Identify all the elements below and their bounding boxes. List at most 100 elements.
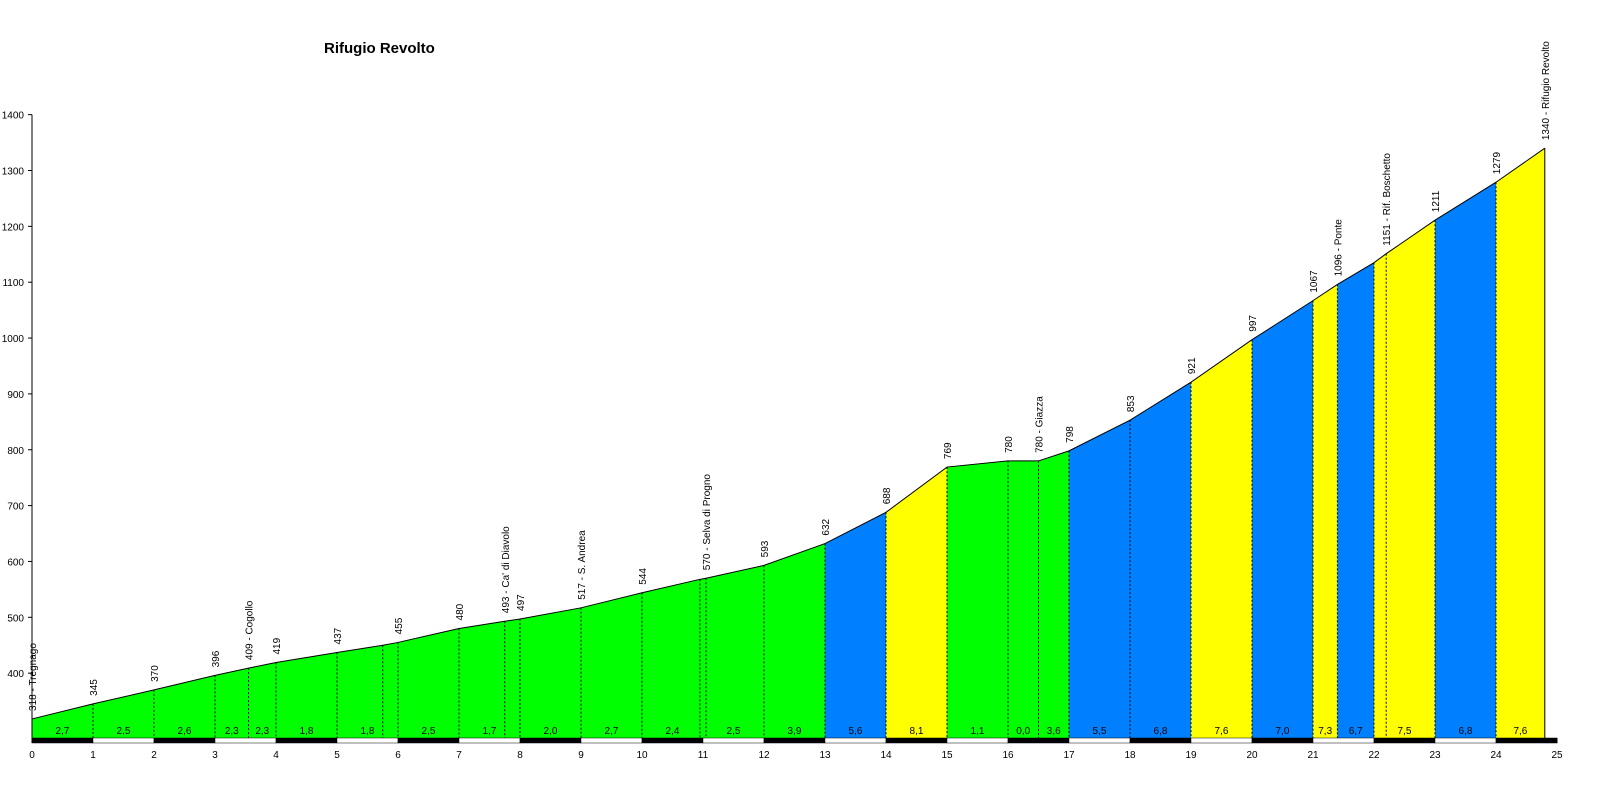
point-label: 493 - Ca' di Diavolo bbox=[501, 526, 512, 613]
gradient-label: 2,3 bbox=[225, 726, 239, 737]
point-label: 1151 - Rif. Boschetto bbox=[1382, 153, 1393, 246]
km-bar-cell bbox=[580, 737, 643, 744]
km-bar-cell bbox=[641, 737, 704, 744]
point-label: 570 - Selva di Progno bbox=[702, 474, 713, 571]
x-tick-label: 21 bbox=[1307, 750, 1319, 761]
point-label: 632 bbox=[821, 518, 832, 535]
point-label: 1067 bbox=[1309, 270, 1320, 293]
point-label: 497 bbox=[516, 594, 527, 611]
gradient-label: 2,5 bbox=[727, 726, 741, 737]
km-bar-cell bbox=[1373, 737, 1436, 744]
x-tick-label: 24 bbox=[1490, 750, 1502, 761]
gradient-label: 8,1 bbox=[910, 726, 924, 737]
km-bar-cell bbox=[1068, 737, 1131, 744]
fill-segment bbox=[520, 607, 581, 738]
gradient-label: 7,5 bbox=[1398, 726, 1412, 737]
point-label: 1096 - Ponte bbox=[1333, 219, 1344, 277]
km-bar-cell bbox=[702, 737, 765, 744]
x-tick-label: 1 bbox=[90, 750, 96, 761]
point-label: 769 bbox=[943, 442, 954, 459]
gradient-label: 7,6 bbox=[1513, 726, 1527, 737]
gradient-label: 7,3 bbox=[1318, 726, 1332, 737]
km-bar-cell bbox=[885, 737, 948, 744]
point-label: 437 bbox=[333, 627, 344, 644]
x-tick-label: 22 bbox=[1368, 750, 1380, 761]
point-label: 419 bbox=[272, 637, 283, 654]
fill-segment bbox=[642, 578, 703, 738]
gradient-label: 1,7 bbox=[483, 726, 497, 737]
x-tick-label: 18 bbox=[1124, 750, 1136, 761]
fill-segment bbox=[1337, 262, 1374, 738]
fill-segment bbox=[1130, 382, 1191, 738]
x-tick-label: 8 bbox=[517, 750, 523, 761]
gradient-label: 7,6 bbox=[1215, 726, 1229, 737]
point-label: 921 bbox=[1187, 357, 1198, 374]
km-bar-cell bbox=[214, 737, 277, 744]
fill-segment bbox=[1374, 220, 1435, 739]
point-label: 318 - Tregnago bbox=[28, 643, 39, 711]
point-label: 798 bbox=[1065, 426, 1076, 443]
x-tick-label: 10 bbox=[636, 750, 648, 761]
chart-title: Rifugio Revolto bbox=[324, 40, 435, 57]
point-label: 688 bbox=[882, 487, 893, 504]
fill-segment bbox=[215, 668, 249, 738]
gradient-label: 2,6 bbox=[178, 726, 192, 737]
gradient-label: 6,7 bbox=[1349, 726, 1363, 737]
fill-segment bbox=[581, 592, 642, 738]
point-label: 409 - Cogollo bbox=[245, 600, 256, 660]
km-bar-cell bbox=[275, 737, 338, 744]
x-tick-label: 15 bbox=[941, 750, 953, 761]
gradient-label: 2,5 bbox=[422, 726, 436, 737]
km-bar-cell bbox=[763, 737, 826, 744]
km-bar-cell bbox=[1434, 737, 1497, 744]
fill-segment bbox=[1069, 420, 1130, 738]
y-tick-label: 1100 bbox=[2, 278, 24, 289]
x-tick-label: 17 bbox=[1063, 750, 1075, 761]
fill-segment bbox=[947, 460, 1008, 738]
fill-segment bbox=[337, 642, 398, 738]
km-bar-cell bbox=[824, 737, 887, 744]
fill-segment bbox=[1008, 460, 1039, 738]
km-bar-cell bbox=[1312, 737, 1375, 744]
km-bar-cell bbox=[336, 737, 399, 744]
km-bar-cell bbox=[1190, 737, 1253, 744]
x-tick-label: 11 bbox=[698, 750, 709, 761]
km-bar-cell bbox=[31, 737, 94, 744]
gradient-label: 6,8 bbox=[1154, 726, 1168, 737]
point-label: 593 bbox=[760, 540, 771, 557]
km-bar-cell bbox=[458, 737, 521, 744]
gradient-label: 2,5 bbox=[117, 726, 131, 737]
x-tick-label: 23 bbox=[1429, 750, 1441, 761]
x-tick-label: 20 bbox=[1246, 750, 1258, 761]
gradient-label: 2,7 bbox=[56, 726, 70, 737]
gradient-label: 7,0 bbox=[1276, 726, 1290, 737]
fill-segment bbox=[703, 565, 764, 738]
point-label: 455 bbox=[394, 617, 405, 634]
y-tick-label: 500 bbox=[7, 613, 24, 624]
gradient-label: 3,6 bbox=[1047, 726, 1061, 737]
distance-bar bbox=[31, 737, 1558, 744]
gradient-label: 6,8 bbox=[1459, 726, 1473, 737]
gradient-label: 0,0 bbox=[1016, 726, 1030, 737]
fill-segment bbox=[248, 662, 276, 738]
fill-segment bbox=[1191, 339, 1252, 738]
gradient-label: 2,4 bbox=[666, 726, 680, 737]
y-tick-label: 900 bbox=[7, 390, 24, 401]
gradient-label: 1,8 bbox=[300, 726, 314, 737]
fill-segment bbox=[764, 543, 825, 738]
km-bar-cell bbox=[153, 737, 216, 744]
gradient-label: 3,9 bbox=[788, 726, 802, 737]
x-tick-label: 16 bbox=[1002, 750, 1014, 761]
point-label: 780 - Giazza bbox=[1035, 396, 1046, 453]
km-bar-cell bbox=[1007, 737, 1070, 744]
gradient-label: 1,1 bbox=[971, 726, 985, 737]
x-tick-label: 3 bbox=[212, 750, 218, 761]
x-tick-label: 4 bbox=[273, 750, 279, 761]
profile-line-group bbox=[31, 147, 1546, 720]
point-label: 1211 bbox=[1431, 190, 1442, 212]
x-tick-label: 7 bbox=[456, 750, 462, 761]
gradient-label: 2,0 bbox=[544, 726, 558, 737]
x-tick-label: 14 bbox=[880, 750, 892, 761]
y-tick-label: 800 bbox=[7, 446, 24, 457]
km-bar-cell bbox=[1495, 737, 1558, 744]
